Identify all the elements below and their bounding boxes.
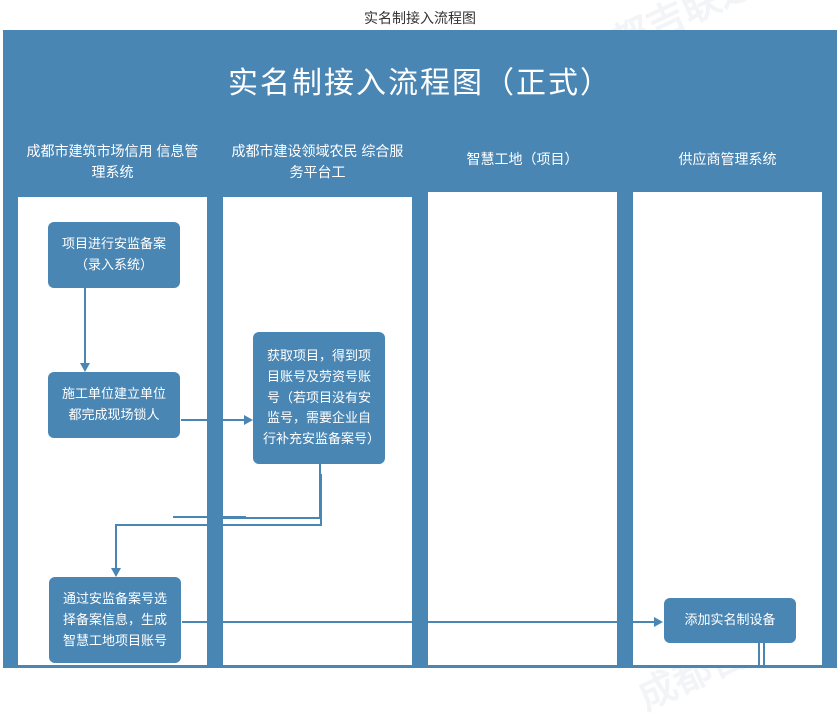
- lane-rural-platform: 成都市建设领域农民 综合服务平台工 获取项目，得到项目账号及劳资号账号（若项目没…: [222, 126, 413, 666]
- lane-header-3: 智慧工地（项目）: [428, 127, 617, 193]
- lane-header-4: 供应商管理系统: [633, 127, 822, 193]
- lane-header-1: 成都市建筑市场信用 信息管理系统: [18, 127, 207, 198]
- node-project-register: 项目进行安监备案 （录入系统）: [48, 222, 180, 288]
- node-add-device-actual: 添加实名制设备: [664, 598, 796, 643]
- arrow-down-icon: [80, 363, 90, 372]
- node-select-record-info-actual: 通过安监备案号选择备案信息，生成智慧工地项目账号: [49, 577, 181, 663]
- lane-header-2: 成都市建设领域农民 综合服务平台工: [223, 127, 412, 198]
- lane-smart-site: 智慧工地（项目） 通过安监备案号选择备案信息，生成智慧工地项目账号: [427, 126, 618, 666]
- lane-supplier-system: 供应商管理系统 添加实名制设备: [632, 126, 823, 666]
- flowchart-container: 实名制接入流程图（正式） 成都市建筑市场信用 信息管理系统 项目进行安监备案 （…: [3, 30, 837, 668]
- connector: [319, 457, 321, 517]
- page-title: 实名制接入流程图: [0, 0, 840, 28]
- connector: [173, 516, 246, 518]
- connector: [84, 283, 86, 363]
- node-get-project-account: 获取项目，得到项目账号及劳资号账号（若项目没有安监号，需要企业自行补充安监备案号…: [253, 332, 385, 464]
- node-construction-lock: 施工单位建立单位 都完成现场锁人: [48, 372, 180, 438]
- main-title: 实名制接入流程图（正式）: [3, 30, 837, 126]
